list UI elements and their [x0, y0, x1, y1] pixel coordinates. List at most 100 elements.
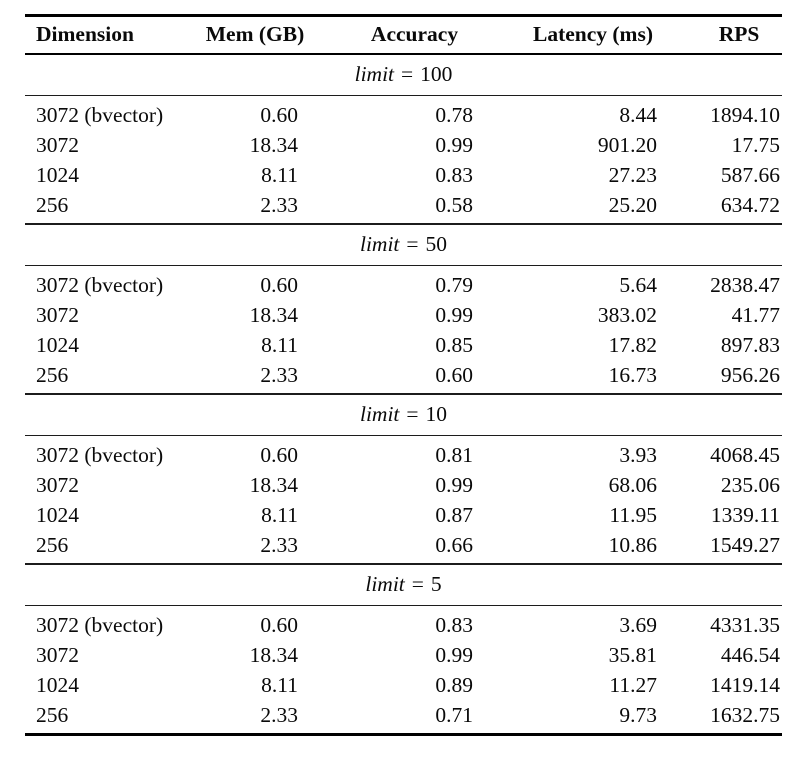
- limit-value: 10: [425, 402, 448, 426]
- cell-rps: 1549.27: [710, 533, 780, 557]
- limit-variable: limit: [365, 572, 405, 596]
- cell-latency-ms: 27.23: [608, 163, 657, 187]
- cell-mem-gb: 2.33: [260, 703, 298, 727]
- table-row: 3072 18.34 0.99 35.81 446.54: [25, 640, 782, 670]
- cell-latency-ms: 10.86: [608, 533, 657, 557]
- section-header-limit-50: limit = 50: [25, 224, 782, 266]
- cell-dimension: 3072 (bvector): [36, 613, 164, 637]
- cell-rps: 634.72: [720, 193, 780, 217]
- cell-dimension: 1024: [36, 333, 79, 357]
- cell-accuracy: 0.87: [435, 503, 473, 527]
- cell-mem-gb: 2.33: [260, 533, 298, 557]
- table-row: 3072 (bvector) 0.60 0.78 8.44 1894.10: [25, 96, 782, 131]
- cell-latency-ms: 9.73: [619, 703, 657, 727]
- section-header-limit-100: limit = 100: [25, 54, 782, 96]
- cell-mem-gb: 8.11: [261, 503, 298, 527]
- cell-latency-ms: 11.95: [609, 503, 657, 527]
- cell-rps: 4331.35: [710, 613, 780, 637]
- cell-rps: 897.83: [720, 333, 780, 357]
- cell-accuracy: 0.60: [435, 363, 473, 387]
- section-header-limit-5: limit = 5: [25, 564, 782, 606]
- cell-dimension: 256: [36, 533, 69, 557]
- column-header-accuracy: Accuracy: [370, 22, 459, 46]
- cell-dimension: 1024: [36, 163, 79, 187]
- cell-accuracy: 0.83: [435, 163, 473, 187]
- cell-rps: 41.77: [731, 303, 780, 327]
- equals-sign: =: [401, 62, 414, 86]
- cell-latency-ms: 35.81: [608, 643, 657, 667]
- cell-mem-gb: 2.33: [260, 193, 298, 217]
- cell-mem-gb: 18.34: [249, 303, 298, 327]
- cell-rps: 1419.14: [710, 673, 780, 697]
- cell-rps: 4068.45: [710, 443, 780, 467]
- equals-sign: =: [411, 572, 424, 596]
- table-row: 3072 (bvector) 0.60 0.79 5.64 2838.47: [25, 266, 782, 301]
- limit-variable: limit: [359, 232, 400, 256]
- cell-rps: 956.26: [720, 363, 780, 387]
- cell-latency-ms: 11.27: [609, 673, 657, 697]
- cell-rps: 1339.11: [710, 503, 780, 527]
- equals-sign: =: [406, 402, 419, 426]
- table-row: 256 2.33 0.66 10.86 1549.27: [25, 530, 782, 564]
- cell-latency-ms: 25.20: [608, 193, 657, 217]
- column-header-dimension: Dimension: [36, 22, 134, 46]
- cell-accuracy: 0.83: [435, 613, 473, 637]
- section-limit-5: limit = 5 3072 (bvector) 0.60 0.83 3.69 43…: [25, 564, 782, 735]
- table-row: 3072 (bvector) 0.60 0.83 3.69 4331.35: [25, 606, 782, 641]
- cell-rps: 2838.47: [710, 273, 780, 297]
- cell-mem-gb: 0.60: [260, 613, 298, 637]
- section-header-limit-10: limit = 10: [25, 394, 782, 436]
- cell-accuracy: 0.58: [435, 193, 473, 217]
- table-row: 256 2.33 0.58 25.20 634.72: [25, 190, 782, 224]
- cell-latency-ms: 383.02: [597, 303, 657, 327]
- limit-variable: limit: [359, 402, 400, 426]
- table-row: 3072 18.34 0.99 68.06 235.06: [25, 470, 782, 500]
- cell-mem-gb: 8.11: [261, 673, 298, 697]
- equals-sign: =: [406, 232, 419, 256]
- section-limit-10: limit = 10 3072 (bvector) 0.60 0.81 3.93 4…: [25, 394, 782, 564]
- benchmark-table: Dimension Mem (GB) Accuracy Latency (ms)…: [25, 14, 782, 736]
- limit-value: 100: [420, 62, 453, 86]
- cell-mem-gb: 0.60: [260, 103, 298, 127]
- table-row: 1024 8.11 0.87 11.95 1339.11: [25, 500, 782, 530]
- column-header-latency-ms: Latency (ms): [532, 22, 653, 46]
- cell-dimension: 256: [36, 363, 69, 387]
- section-title: limit = 10: [25, 394, 782, 436]
- cell-accuracy: 0.99: [435, 473, 473, 497]
- cell-rps: 17.75: [731, 133, 780, 157]
- table-row: 1024 8.11 0.83 27.23 587.66: [25, 160, 782, 190]
- cell-dimension: 3072: [36, 643, 79, 667]
- table-row: 3072 18.34 0.99 383.02 41.77: [25, 300, 782, 330]
- cell-accuracy: 0.99: [435, 133, 473, 157]
- limit-variable: limit: [354, 62, 395, 86]
- table-header-row: Dimension Mem (GB) Accuracy Latency (ms)…: [25, 16, 782, 54]
- limit-value: 5: [430, 572, 442, 596]
- table-row: 1024 8.11 0.85 17.82 897.83: [25, 330, 782, 360]
- limit-value: 50: [425, 232, 448, 256]
- cell-accuracy: 0.85: [435, 333, 473, 357]
- column-header-mem-gb: Mem (GB): [205, 22, 305, 46]
- cell-dimension: 3072 (bvector): [36, 443, 164, 467]
- cell-accuracy: 0.79: [435, 273, 473, 297]
- cell-accuracy: 0.99: [435, 643, 473, 667]
- cell-rps: 1894.10: [710, 103, 780, 127]
- cell-mem-gb: 0.60: [260, 443, 298, 467]
- section-limit-100: limit = 100 3072 (bvector) 0.60 0.78 8.44 …: [25, 54, 782, 224]
- cell-latency-ms: 3.69: [619, 613, 657, 637]
- cell-dimension: 3072 (bvector): [36, 273, 164, 297]
- cell-dimension: 256: [36, 193, 69, 217]
- cell-rps: 235.06: [720, 473, 780, 497]
- section-title: limit = 50: [25, 224, 782, 266]
- cell-accuracy: 0.89: [435, 673, 473, 697]
- section-limit-50: limit = 50 3072 (bvector) 0.60 0.79 5.64 2…: [25, 224, 782, 394]
- table-row: 3072 18.34 0.99 901.20 17.75: [25, 130, 782, 160]
- table-row: 1024 8.11 0.89 11.27 1419.14: [25, 670, 782, 700]
- cell-dimension: 3072: [36, 473, 79, 497]
- cell-latency-ms: 901.20: [597, 133, 657, 157]
- cell-mem-gb: 8.11: [261, 333, 298, 357]
- cell-latency-ms: 8.44: [619, 103, 657, 127]
- cell-mem-gb: 2.33: [260, 363, 298, 387]
- cell-mem-gb: 18.34: [249, 643, 298, 667]
- cell-dimension: 3072: [36, 303, 79, 327]
- cell-dimension: 1024: [36, 503, 79, 527]
